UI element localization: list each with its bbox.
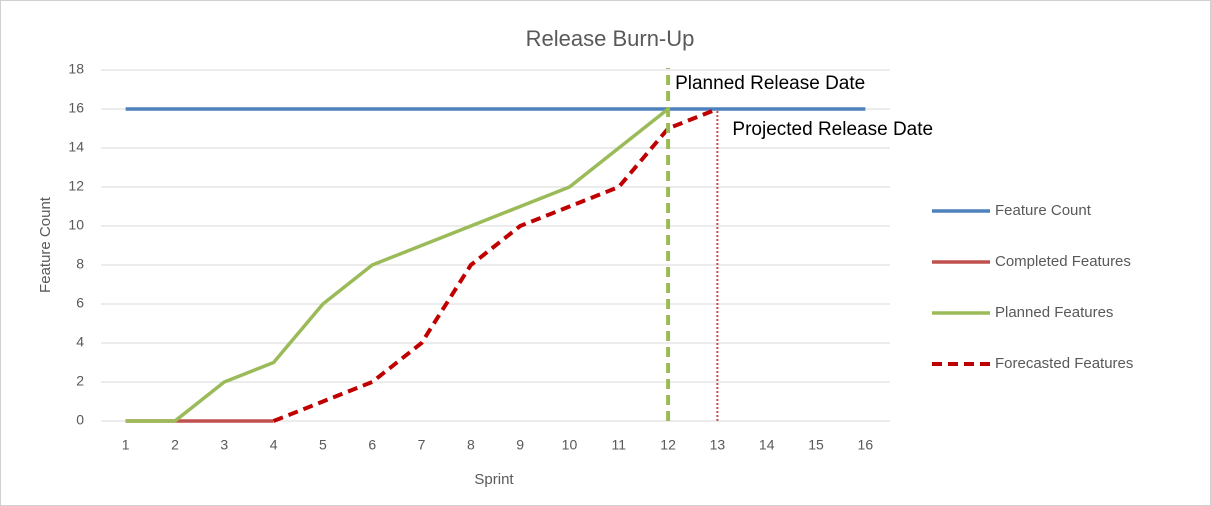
annotation-label: Planned Release Date	[675, 73, 865, 94]
x-tick-label: 4	[270, 437, 278, 453]
y-tick-label: 10	[68, 217, 84, 233]
y-tick-label: 6	[76, 295, 84, 311]
legend-label: Completed Features	[995, 253, 1131, 270]
x-tick-label: 8	[467, 437, 475, 453]
x-axis-label: Sprint	[474, 471, 514, 488]
x-tick-label: 5	[319, 437, 327, 453]
x-tick-label: 14	[759, 437, 775, 453]
y-tick-label: 0	[76, 412, 84, 428]
y-tick-label: 16	[68, 100, 84, 116]
x-tick-label: 3	[220, 437, 228, 453]
x-tick-label: 15	[808, 437, 824, 453]
x-tick-label: 9	[516, 437, 524, 453]
y-tick-label: 12	[68, 178, 84, 194]
x-tick-label: 1	[122, 437, 130, 453]
x-tick-label: 11	[612, 437, 627, 453]
series-line	[125, 107, 670, 423]
y-axis-label: Feature Count	[37, 196, 54, 293]
x-tick-label: 12	[660, 437, 676, 453]
x-tick-label: 2	[171, 437, 179, 453]
x-tick-label: 7	[418, 437, 426, 453]
annotation-label: Projected Release Date	[732, 119, 933, 140]
x-tick-label: 16	[858, 437, 874, 453]
chart-title: Release Burn-Up	[526, 26, 695, 51]
y-tick-label: 14	[68, 139, 84, 155]
y-tick-label: 18	[68, 61, 84, 77]
y-tick-label: 2	[76, 373, 84, 389]
y-tick-label: 4	[76, 334, 84, 350]
y-tick-label: 8	[76, 256, 84, 272]
series-line	[272, 107, 719, 423]
x-tick-label: 10	[562, 437, 578, 453]
legend-label: Planned Features	[995, 304, 1113, 321]
legend-label: Feature Count	[995, 202, 1092, 219]
x-tick-label: 13	[710, 437, 726, 453]
legend-label: Forecasted Features	[995, 355, 1133, 372]
x-tick-label: 6	[368, 437, 376, 453]
